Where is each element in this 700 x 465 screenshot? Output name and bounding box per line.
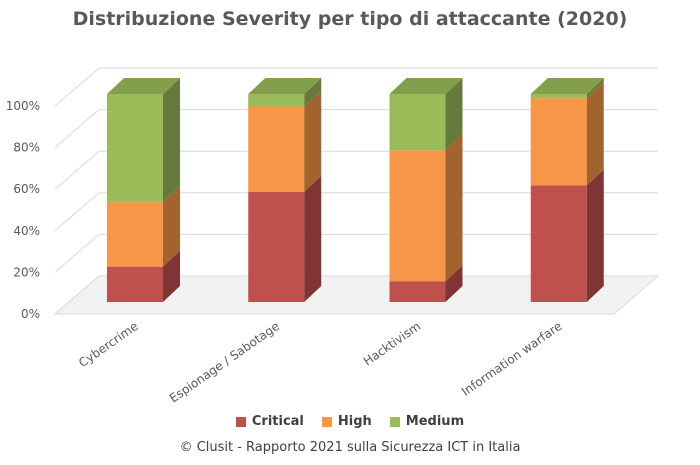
legend-swatch-medium (389, 416, 400, 427)
bar-side-medium (586, 78, 604, 99)
bar-side-high (163, 186, 180, 267)
bar-side-critical (445, 265, 463, 302)
bar-segment-critical (530, 185, 587, 302)
bar-side-critical (586, 169, 604, 302)
bar-top-medium (107, 78, 180, 94)
y-tick-label: 60% (13, 182, 40, 196)
gridline (54, 192, 658, 232)
legend-swatch-high (321, 416, 332, 427)
chart-title: Distribuzione Severity per tipo di attac… (72, 8, 628, 30)
y-tick-label: 100% (6, 99, 40, 113)
gridline (54, 109, 658, 148)
bars-layer (107, 78, 604, 302)
gridline (54, 67, 658, 107)
bar-stack (248, 78, 322, 302)
y-tick-label: 0% (21, 307, 40, 321)
legend: Critical High Medium (0, 414, 700, 429)
bar-segment-high (248, 106, 305, 192)
bar-side-critical (163, 250, 180, 302)
gridline (54, 233, 658, 273)
legend-item-high: High (321, 414, 372, 429)
stacked-bar-chart: 0% 20% 40% 60% 80% 100% Cybercrime Espionage /… (6, 67, 660, 405)
legend-item-critical: Critical (235, 414, 304, 429)
x-tick-label: Hacktivism (361, 319, 423, 369)
bar-side-medium (304, 78, 322, 107)
bar-side-high (445, 134, 463, 282)
y-axis-labels: 0% 20% 40% 60% 80% 100% (6, 99, 40, 321)
bar-segment-high (530, 98, 587, 186)
gridline (54, 150, 658, 190)
bar-top-medium (248, 78, 322, 94)
legend-swatch-critical (235, 416, 246, 427)
bar-segment-high (107, 202, 163, 267)
source-caption: © Clusit - Rapporto 2021 sulla Sicurezza… (179, 440, 521, 455)
legend-label-critical: Critical (251, 414, 304, 429)
legend-label-medium: Medium (405, 414, 465, 429)
bar-segment-critical (107, 266, 163, 302)
bar-side-medium (163, 78, 180, 203)
bar-side-high (586, 82, 604, 186)
x-tick-label: Cybercrime (76, 319, 141, 370)
bar-stack (530, 78, 604, 302)
bar-top-medium (389, 78, 463, 94)
y-tick-label: 80% (13, 141, 40, 155)
y-tick-label: 20% (13, 265, 40, 279)
bar-stack (107, 78, 180, 302)
legend-label-high: High (337, 414, 372, 429)
bar-segment-medium (530, 94, 587, 99)
bar-segment-critical (248, 191, 305, 302)
chart-floor (53, 275, 660, 315)
legend-item-medium: Medium (389, 414, 465, 429)
floor-plane (53, 275, 660, 315)
bar-segment-medium (107, 94, 163, 203)
bar-side-medium (445, 78, 463, 151)
x-tick-label: Espionage / Sabotage (167, 319, 282, 405)
bar-side-high (304, 90, 322, 192)
x-tick-label: Information warfare (459, 319, 565, 399)
bar-top-medium (530, 78, 604, 94)
bar-stack (389, 78, 463, 302)
bar-segment-medium (389, 94, 446, 151)
x-axis-labels: Cybercrime Espionage / Sabotage Hacktivism… (76, 319, 564, 405)
bar-side-critical (304, 175, 322, 302)
y-tick-label: 40% (13, 224, 40, 238)
bar-segment-critical (389, 281, 446, 302)
bar-segment-medium (248, 94, 305, 107)
bar-segment-high (389, 150, 446, 282)
